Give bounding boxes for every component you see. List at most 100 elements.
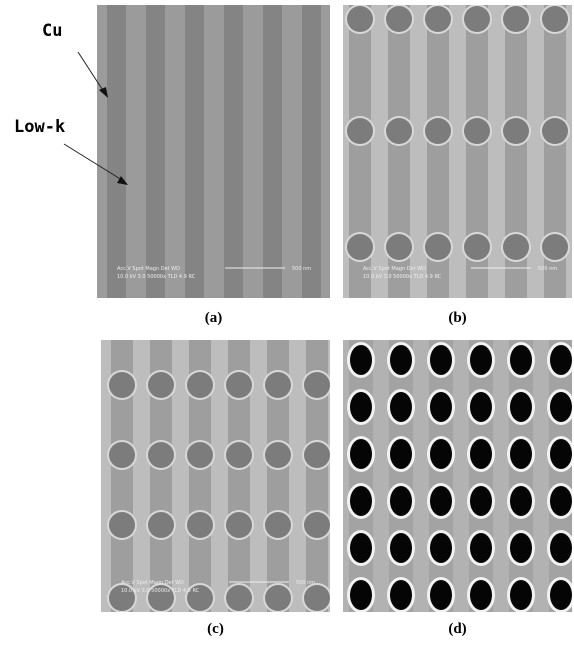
via — [187, 442, 213, 468]
via — [503, 234, 529, 260]
cu-line — [349, 5, 371, 298]
via — [430, 392, 452, 422]
info-text: Acc.V Spot Magn Det WD — [363, 266, 426, 272]
via — [304, 442, 330, 468]
via — [503, 118, 529, 144]
via — [390, 486, 412, 516]
image-content — [343, 340, 572, 612]
sem-image — [343, 340, 572, 612]
via — [350, 439, 372, 469]
via — [390, 580, 412, 610]
via — [350, 486, 372, 516]
scale-bar-label: 500 nm — [292, 266, 311, 272]
info-text: 10.0 kV 3.0 50000x TLD 4.9 RC — [121, 588, 200, 594]
via — [390, 439, 412, 469]
via — [425, 6, 451, 32]
via — [390, 345, 412, 375]
arrow — [77, 51, 105, 93]
cu-line — [427, 5, 449, 298]
via — [542, 6, 568, 32]
via — [430, 345, 452, 375]
line — [389, 340, 413, 612]
via — [510, 580, 532, 610]
via — [470, 345, 492, 375]
via — [550, 533, 572, 563]
cu-label: Cu — [42, 21, 62, 41]
cu-line — [267, 340, 289, 612]
via — [510, 392, 532, 422]
via — [109, 372, 135, 398]
scale-bar-label: 500 nm — [538, 266, 557, 272]
panel-label: (d) — [448, 621, 466, 637]
via — [347, 234, 373, 260]
panel-label: (b) — [448, 310, 466, 326]
line — [509, 340, 533, 612]
cu-line — [302, 5, 321, 298]
via — [550, 392, 572, 422]
low-k — [343, 5, 572, 298]
via — [430, 580, 452, 610]
via — [265, 442, 291, 468]
via — [386, 234, 412, 260]
background — [343, 340, 572, 612]
via — [510, 533, 532, 563]
via — [187, 372, 213, 398]
info-text: Acc.V Spot Magn Det WD — [121, 580, 184, 586]
via — [187, 585, 213, 611]
via — [470, 533, 492, 563]
via — [265, 372, 291, 398]
via — [470, 392, 492, 422]
via — [265, 512, 291, 538]
via — [550, 486, 572, 516]
image-content — [101, 340, 330, 612]
cu-line — [150, 340, 172, 612]
via — [390, 533, 412, 563]
line — [469, 340, 493, 612]
via — [386, 118, 412, 144]
via — [464, 118, 490, 144]
panel-label: (a) — [205, 310, 223, 326]
cu-line — [107, 5, 126, 298]
via — [109, 442, 135, 468]
panel-label: (c) — [207, 621, 224, 637]
cu-line — [224, 5, 243, 298]
via — [148, 512, 174, 538]
via — [464, 234, 490, 260]
via — [347, 6, 373, 32]
low-k-label: Low-k — [14, 117, 65, 137]
via — [464, 6, 490, 32]
via — [350, 533, 372, 563]
via — [347, 118, 373, 144]
cu-line — [505, 5, 527, 298]
sem-image: Acc.V Spot Magn Det WD 10.0 kV 3.0 50000x… — [343, 5, 572, 298]
via — [109, 585, 135, 611]
line — [429, 340, 453, 612]
cu-line — [185, 5, 204, 298]
via — [550, 580, 572, 610]
via — [430, 439, 452, 469]
low-k — [97, 5, 330, 298]
via — [304, 512, 330, 538]
via — [510, 345, 532, 375]
via — [430, 486, 452, 516]
via — [510, 439, 532, 469]
via — [542, 234, 568, 260]
cu-line — [466, 5, 488, 298]
via — [470, 439, 492, 469]
arrow-head — [117, 176, 128, 185]
line — [349, 340, 373, 612]
via — [425, 118, 451, 144]
via — [148, 442, 174, 468]
cu-line — [189, 340, 211, 612]
via — [109, 512, 135, 538]
arrow — [63, 143, 123, 181]
via — [304, 372, 330, 398]
cu-line — [146, 5, 165, 298]
via — [470, 486, 492, 516]
via — [350, 580, 372, 610]
cu-line — [111, 340, 133, 612]
line — [549, 340, 572, 612]
via — [226, 372, 252, 398]
cu-line — [544, 5, 566, 298]
